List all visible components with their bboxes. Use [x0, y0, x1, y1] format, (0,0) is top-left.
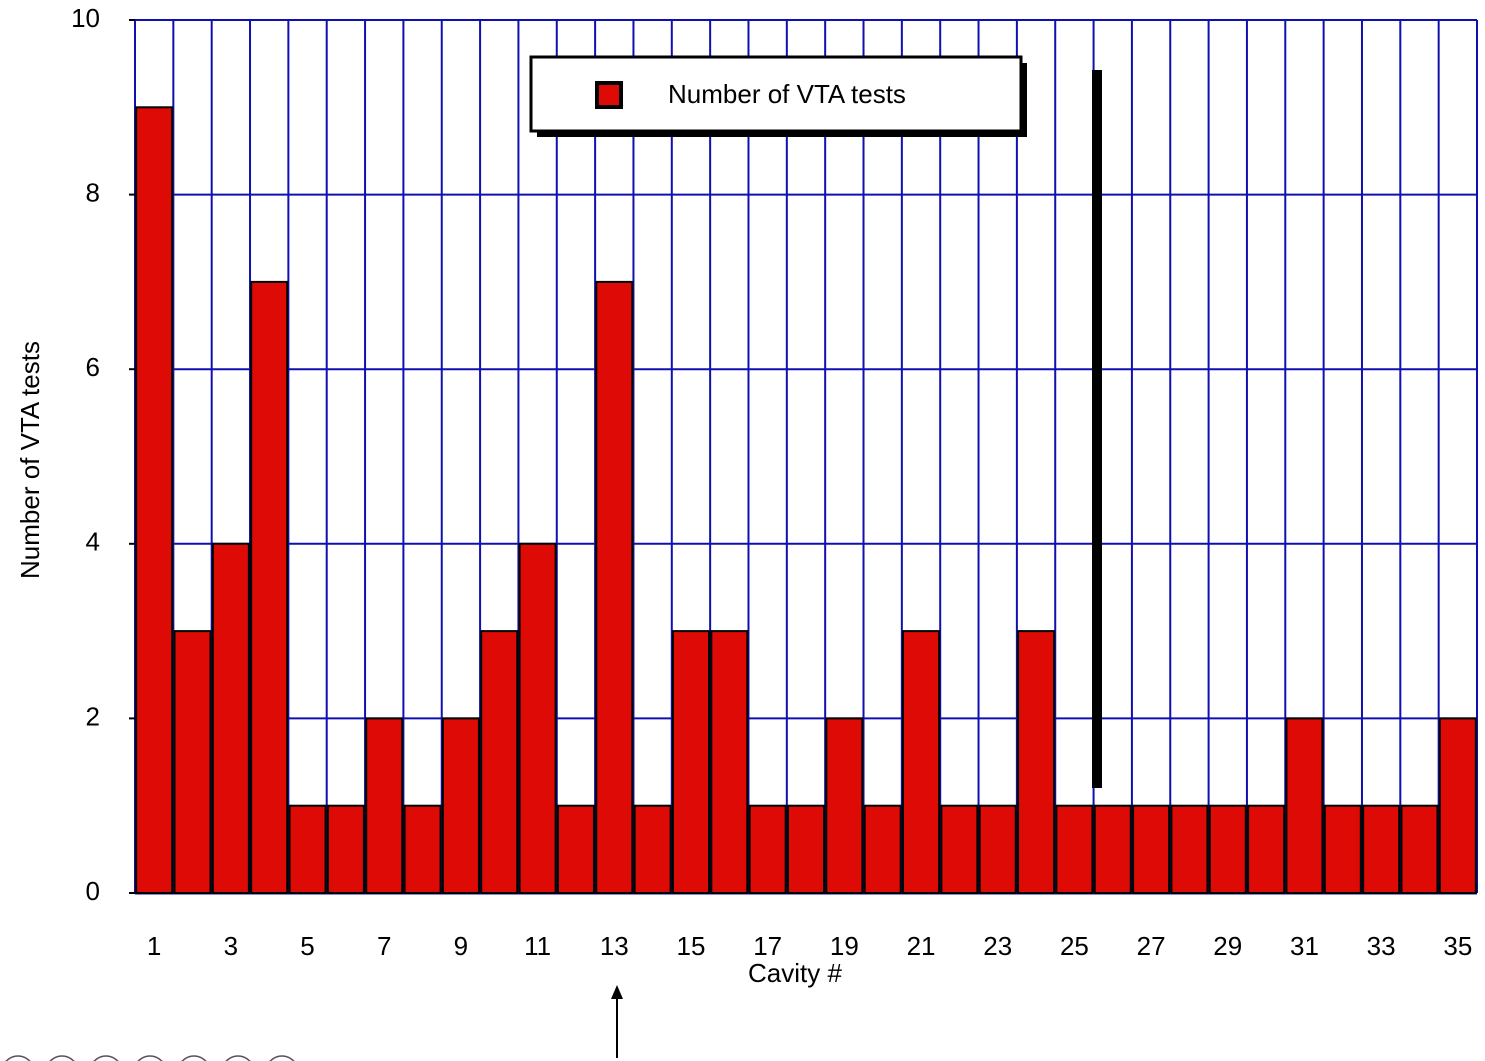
x-tick-label: 9 [454, 931, 468, 961]
bar [403, 804, 442, 895]
x-tick-label: 15 [677, 931, 706, 961]
x-tick-label: 1 [147, 931, 161, 961]
bar [518, 542, 557, 894]
y-axis-label: Number of VTA tests [15, 341, 45, 579]
y-tick-label: 2 [86, 701, 100, 731]
x-tick-label: 33 [1367, 931, 1396, 961]
x-tick-label: 5 [300, 931, 314, 961]
bar [786, 804, 826, 895]
bar [902, 630, 941, 894]
bar [288, 804, 327, 895]
x-tick-label: 23 [983, 931, 1012, 961]
bar [748, 804, 787, 895]
bar [173, 630, 212, 894]
bar [1093, 804, 1132, 895]
bar [863, 804, 902, 895]
bar [365, 717, 404, 895]
decor-circles [5, 1055, 295, 1061]
x-tick-label: 21 [907, 931, 936, 961]
bar [1400, 804, 1439, 895]
y-tick-label: 6 [86, 352, 100, 382]
bar [1055, 804, 1094, 895]
bar [940, 804, 979, 895]
bar [1170, 804, 1209, 895]
bar [135, 106, 174, 895]
y-tick-label: 10 [71, 3, 100, 33]
x-tick-label: 13 [600, 931, 629, 961]
y-tick-label: 0 [86, 876, 100, 906]
bar [671, 630, 710, 894]
bar [1285, 717, 1324, 895]
x-tick-label: 11 [524, 931, 551, 961]
bar [1323, 804, 1362, 895]
x-tick-label: 25 [1060, 931, 1089, 961]
y-tick-label: 4 [86, 527, 100, 557]
bar [326, 804, 365, 895]
bar [556, 804, 595, 895]
x-tick-label: 3 [224, 931, 238, 961]
bar [595, 280, 634, 894]
bar [441, 717, 480, 895]
bar [825, 717, 864, 895]
bar [1362, 804, 1401, 895]
bars [135, 106, 1477, 895]
x-tick-label: 17 [753, 931, 782, 961]
x-tick-label: 7 [377, 931, 391, 961]
legend-marker [595, 81, 623, 109]
x-axis-label: Cavity # [748, 958, 842, 988]
bar [1208, 804, 1247, 895]
bar [250, 280, 289, 894]
x-tick-label: 31 [1290, 931, 1319, 961]
bar [1017, 630, 1056, 894]
x-tick-label: 19 [830, 931, 859, 961]
grid [129, 19, 1478, 895]
x-tick-label: 35 [1443, 931, 1472, 961]
legend-label: Number of VTA tests [668, 79, 906, 109]
bar [710, 630, 749, 894]
bar [1247, 804, 1286, 895]
bar [211, 542, 250, 894]
bar [480, 630, 519, 894]
arrow-head [611, 985, 623, 999]
bar [1132, 804, 1171, 895]
x-tick-label: 27 [1137, 931, 1166, 961]
bar [1438, 717, 1477, 895]
x-tick-label: 29 [1213, 931, 1242, 961]
y-tick-label: 8 [86, 177, 100, 207]
bar [978, 804, 1017, 895]
bar [633, 804, 672, 895]
